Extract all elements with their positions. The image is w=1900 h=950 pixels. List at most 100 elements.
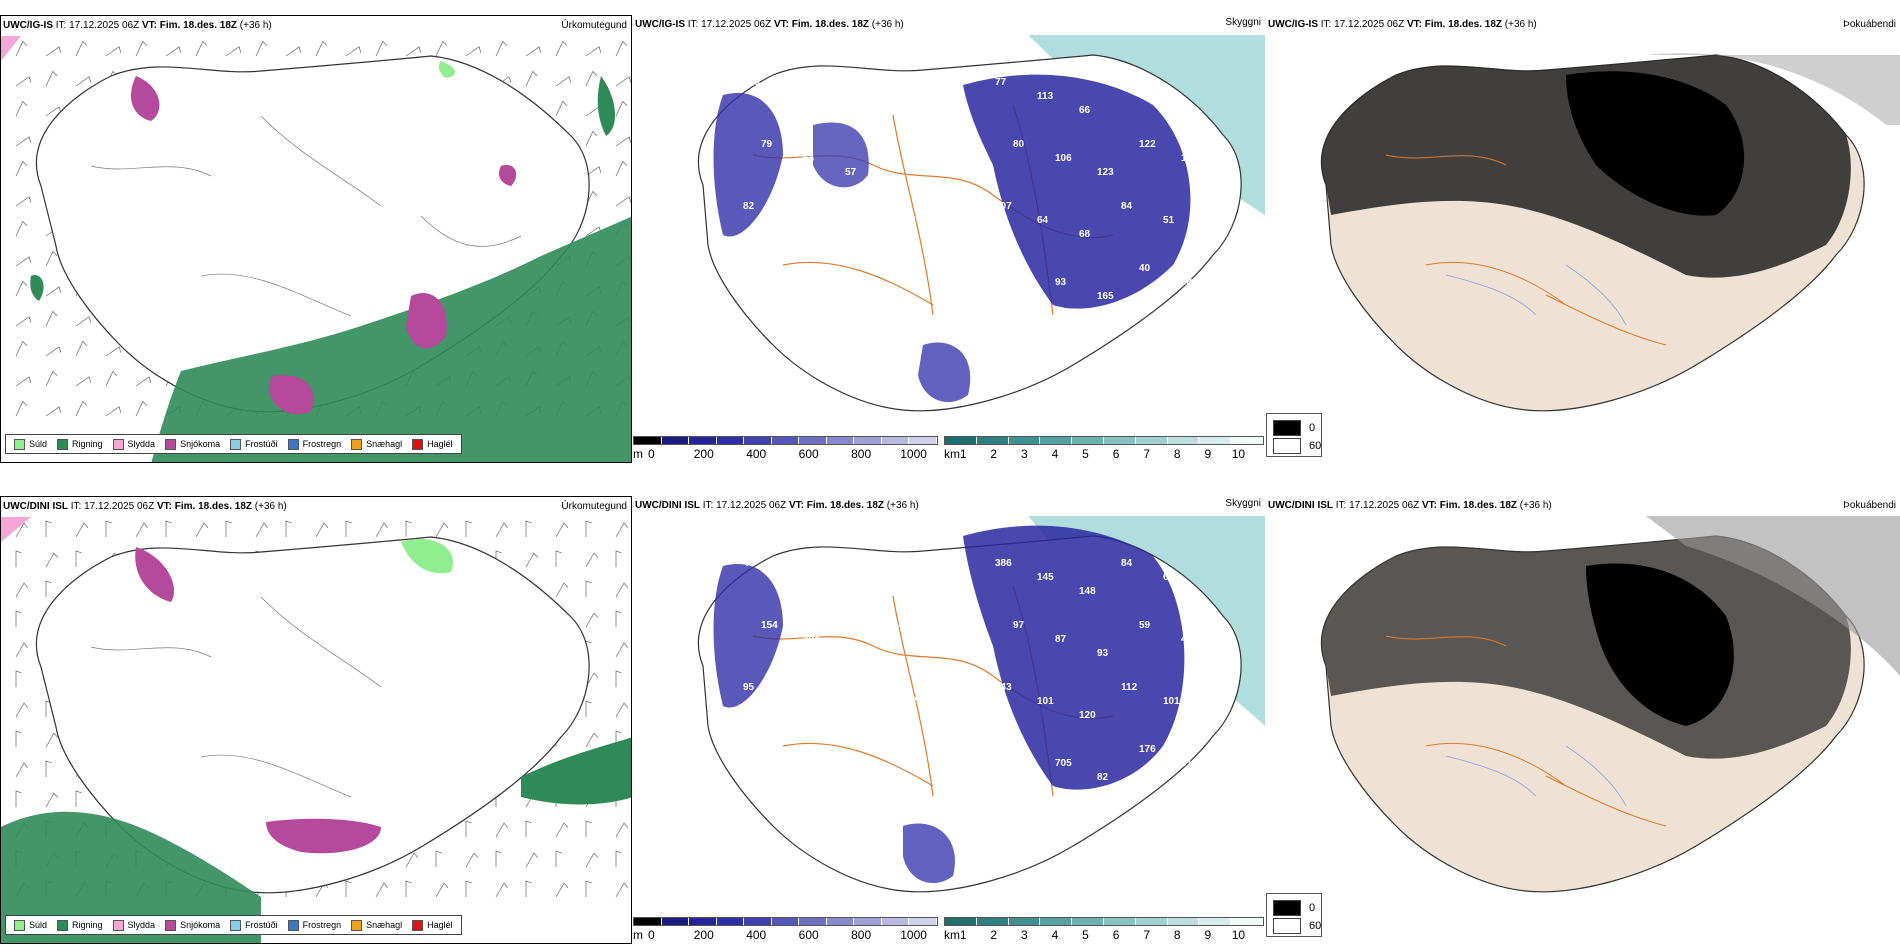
- wind-barb: [105, 346, 122, 357]
- colorbar-swatches: [944, 917, 1264, 926]
- wind-barb: [165, 520, 172, 537]
- visibility-value: 130: [929, 634, 946, 645]
- visibility-value: 93: [1055, 277, 1067, 288]
- visibility-value: 386: [995, 558, 1012, 569]
- wind-barb: [585, 46, 602, 57]
- colorbar-tick: 9: [1204, 928, 1212, 942]
- visibility-value: 47: [743, 558, 755, 569]
- wind-barb: [615, 100, 628, 117]
- wind-barb: [585, 580, 592, 597]
- colorbar-tick: 1000: [900, 928, 927, 942]
- colorbar-swatch: [976, 918, 1009, 925]
- colorbar-tick: 600: [798, 928, 819, 942]
- precip-legend: Súld Rigning Slydda Snjókoma Frostúði Fr…: [5, 915, 462, 935]
- wind-barb: [555, 822, 569, 838]
- colorbar-tick: 6: [1112, 447, 1120, 461]
- legend-item-snow: Snjókoma: [165, 438, 220, 450]
- colorbar-swatch: [1167, 437, 1200, 444]
- legend-item-freezing-rain: Frostregn: [287, 919, 341, 931]
- wind-barb: [585, 552, 599, 568]
- colorbar-ticks: 0 200 400 600 800 1000: [633, 447, 938, 461]
- wind-barb: [75, 40, 88, 57]
- key-swatch: [1273, 438, 1301, 454]
- visibility-value: 133: [887, 263, 904, 274]
- wind-barb: [135, 400, 148, 417]
- visibility-value: 168: [869, 682, 886, 693]
- visibility-value: 107: [929, 153, 946, 164]
- wind-barb: [105, 520, 112, 537]
- panel-header: UWC/IG-IS IT: 17.12.2025 06Z VT: Fim. 18…: [3, 20, 272, 31]
- colorbar-tick: 3: [1021, 928, 1028, 942]
- visibility-value: 148: [1079, 586, 1096, 597]
- visibility-value: 88: [929, 277, 941, 288]
- wind-barb: [405, 46, 422, 57]
- visibility-value: 61: [1181, 758, 1193, 769]
- wind-barb: [375, 522, 389, 538]
- legend-item-snow-pellets: Snæhagl: [351, 438, 402, 450]
- legend-swatch: [412, 919, 424, 931]
- colorbar-swatch: [1167, 918, 1200, 925]
- wind-barb: [615, 550, 622, 567]
- visibility-value: 76: [929, 758, 941, 769]
- wind-barb: [435, 40, 448, 57]
- wind-barb: [15, 730, 22, 747]
- colorbar-swatch: [1135, 918, 1168, 925]
- wind-barb: [75, 790, 82, 807]
- colorbar-tick: 0: [647, 928, 655, 942]
- colorbar-swatch: [1072, 437, 1104, 444]
- colorbar-swatch: [1231, 437, 1263, 444]
- wind-barb: [405, 852, 419, 868]
- visibility-value: 56: [953, 586, 965, 597]
- legend-item-snow: Snjókoma: [165, 919, 220, 931]
- precip-map: [1, 36, 631, 462]
- visibility-value: 494: [803, 634, 820, 645]
- colorbar-swatch: [1072, 918, 1104, 925]
- visibility-value: 95: [743, 682, 755, 693]
- colorbar-ticks: 0 200 400 600 800 1000: [633, 928, 938, 942]
- wind-barb: [555, 522, 569, 538]
- visibility-value: 61: [911, 572, 923, 583]
- legend-swatch: [112, 438, 124, 450]
- wind-barb: [495, 850, 502, 867]
- visibility-value: 72: [1013, 744, 1025, 755]
- wind-barb: [525, 852, 539, 868]
- colorbar-swatch: [661, 437, 690, 444]
- wind-barb: [555, 100, 568, 117]
- wind-barb: [105, 370, 118, 387]
- colorbar-swatch: [826, 437, 855, 444]
- visibility-value: 73: [761, 263, 773, 274]
- visibility-value: 103: [911, 215, 928, 226]
- legend-swatch: [351, 438, 363, 450]
- visibility-value: 124: [887, 620, 904, 631]
- wind-barb: [465, 520, 472, 537]
- visibility-value: 79: [743, 325, 755, 336]
- wind-barb: [75, 376, 92, 387]
- legend-swatch: [230, 919, 242, 931]
- wind-barb: [555, 40, 568, 57]
- colorbar-tick: 3: [1021, 447, 1028, 461]
- visibility-value: 110: [845, 772, 862, 783]
- panel-title: Skyggni: [1225, 17, 1261, 28]
- panel-header: UWC/IG-IS IT: 17.12.2025 06Z VT: Fim. 18…: [635, 19, 904, 30]
- panel-header: UWC/DINI ISL IT: 17.12.2025 06Z VT: Fim.…: [1268, 500, 1552, 511]
- legend-item-sleet: Slydda: [112, 919, 155, 931]
- legend-item-rain: Rigning: [57, 919, 103, 931]
- wind-barb: [615, 850, 622, 867]
- visibility-colorbar-1: km 1 2 3 4 5 6 7 8 9 10: [944, 436, 1264, 464]
- fog-key-2: 0 60: [1266, 893, 1322, 937]
- wind-barb: [45, 580, 52, 597]
- wind-barb: [225, 520, 232, 537]
- wind-barb: [615, 196, 631, 207]
- wind-barb: [75, 76, 92, 87]
- visibility-value: 705: [1055, 758, 1072, 769]
- wind-barb: [15, 790, 22, 807]
- colorbar-swatches: [633, 917, 938, 926]
- colorbar-ticks: 1 2 3 4 5 6 7 8 9 10: [944, 928, 1264, 942]
- legend-item-freezing-rain: Frostregn: [287, 438, 341, 450]
- colorbar-swatch: [881, 437, 910, 444]
- colorbar-tick: 400: [746, 928, 767, 942]
- key-item: 60: [1273, 438, 1321, 454]
- visibility-value: 81: [1163, 91, 1175, 102]
- colorbar-tick: 9: [1204, 447, 1212, 461]
- wind-barb: [465, 852, 479, 868]
